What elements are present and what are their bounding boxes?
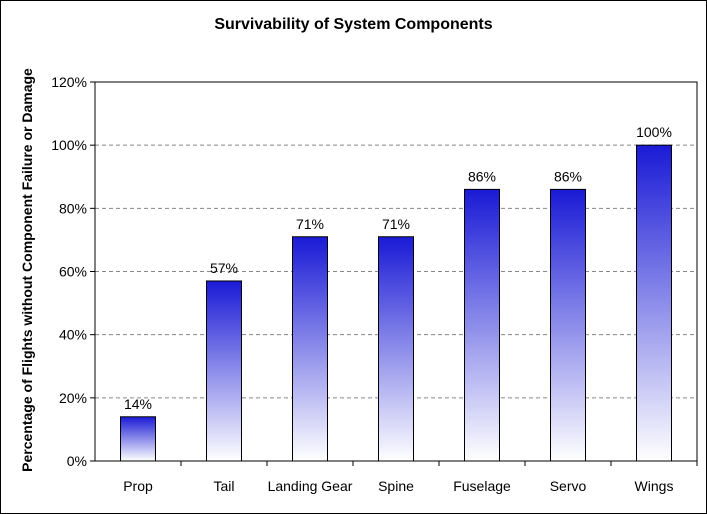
data-label: 14%: [124, 396, 152, 412]
bar-prop: [120, 416, 156, 462]
x-tick-label: Servo: [550, 478, 587, 494]
y-tick-label: 60%: [59, 264, 87, 280]
x-tick-label: Tail: [213, 478, 234, 494]
x-tick-label: Fuselage: [453, 478, 511, 494]
bar-wings: [636, 144, 672, 462]
bar-landing-gear: [292, 236, 328, 462]
y-tick-label: 100%: [51, 137, 87, 153]
bar-fuselage: [464, 188, 500, 462]
y-tick-label: 80%: [59, 200, 87, 216]
data-label: 100%: [636, 124, 672, 140]
chart-title: Survivability of System Components: [214, 16, 493, 33]
y-tick-label: 40%: [59, 327, 87, 343]
y-tick-label: 0%: [67, 453, 87, 469]
data-label: 86%: [554, 168, 582, 184]
labels: 0% 20% 40% 60% 80% 100% 120% 14% Prop 57% Tail 71% L…: [51, 74, 673, 494]
data-label: 86%: [468, 168, 496, 184]
x-tick-label: Landing Gear: [268, 478, 353, 494]
data-label: 71%: [296, 216, 324, 232]
y-tick-label: 120%: [51, 74, 87, 90]
bar-servo: [550, 188, 586, 462]
data-label: 71%: [382, 216, 410, 232]
data-label: 57%: [210, 260, 238, 276]
plot-area-border: [94, 81, 698, 462]
y-tick-label: 20%: [59, 390, 87, 406]
bar-tail: [206, 280, 242, 462]
x-tick-label: Prop: [123, 478, 153, 494]
axes: [90, 81, 698, 466]
x-tick-label: Spine: [378, 478, 414, 494]
x-tick-label: Wings: [635, 478, 674, 494]
bar-spine: [378, 236, 414, 462]
bars: [120, 144, 672, 462]
